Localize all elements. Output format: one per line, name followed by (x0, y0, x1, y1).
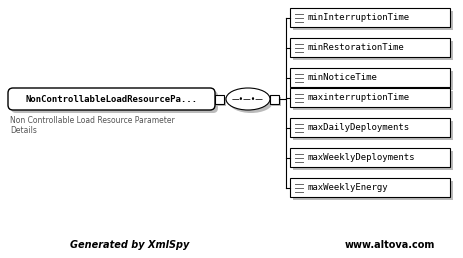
Ellipse shape (229, 91, 272, 113)
Text: —•—•—: —•—•— (232, 94, 263, 103)
Bar (217, 96, 225, 106)
Bar (289, 38, 449, 57)
Text: Non Controllable Load Resource Parameter: Non Controllable Load Resource Parameter (10, 116, 175, 125)
Bar (292, 71, 452, 90)
Text: maxWeeklyDeployments: maxWeeklyDeployments (307, 153, 414, 162)
Bar (271, 96, 281, 106)
Bar (292, 181, 452, 200)
Bar (289, 88, 449, 107)
Text: Generated by XmlSpy: Generated by XmlSpy (70, 240, 189, 250)
Bar (289, 148, 449, 167)
Text: minRestorationTime: minRestorationTime (307, 43, 404, 52)
Bar (292, 41, 452, 60)
Text: Details: Details (10, 126, 37, 135)
Bar (292, 121, 452, 140)
FancyBboxPatch shape (8, 88, 214, 110)
Bar (289, 8, 449, 27)
Bar (289, 178, 449, 197)
Text: www.altova.com: www.altova.com (344, 240, 434, 250)
Bar (269, 94, 278, 103)
Text: maxinterruptionTime: maxinterruptionTime (307, 93, 409, 102)
Text: maxDailyDeployments: maxDailyDeployments (307, 123, 409, 132)
Bar (289, 118, 449, 137)
Ellipse shape (225, 88, 269, 110)
Bar (292, 91, 452, 110)
Text: minInterruptionTime: minInterruptionTime (307, 13, 409, 22)
Text: minNoticeTime: minNoticeTime (307, 73, 377, 82)
Bar (292, 11, 452, 30)
Bar (214, 94, 224, 103)
Bar (289, 68, 449, 87)
FancyBboxPatch shape (11, 91, 218, 113)
Bar (292, 151, 452, 170)
Text: maxWeeklyEnergy: maxWeeklyEnergy (307, 183, 388, 192)
Text: NonControllableLoadResourcePa...: NonControllableLoadResourcePa... (25, 94, 197, 103)
